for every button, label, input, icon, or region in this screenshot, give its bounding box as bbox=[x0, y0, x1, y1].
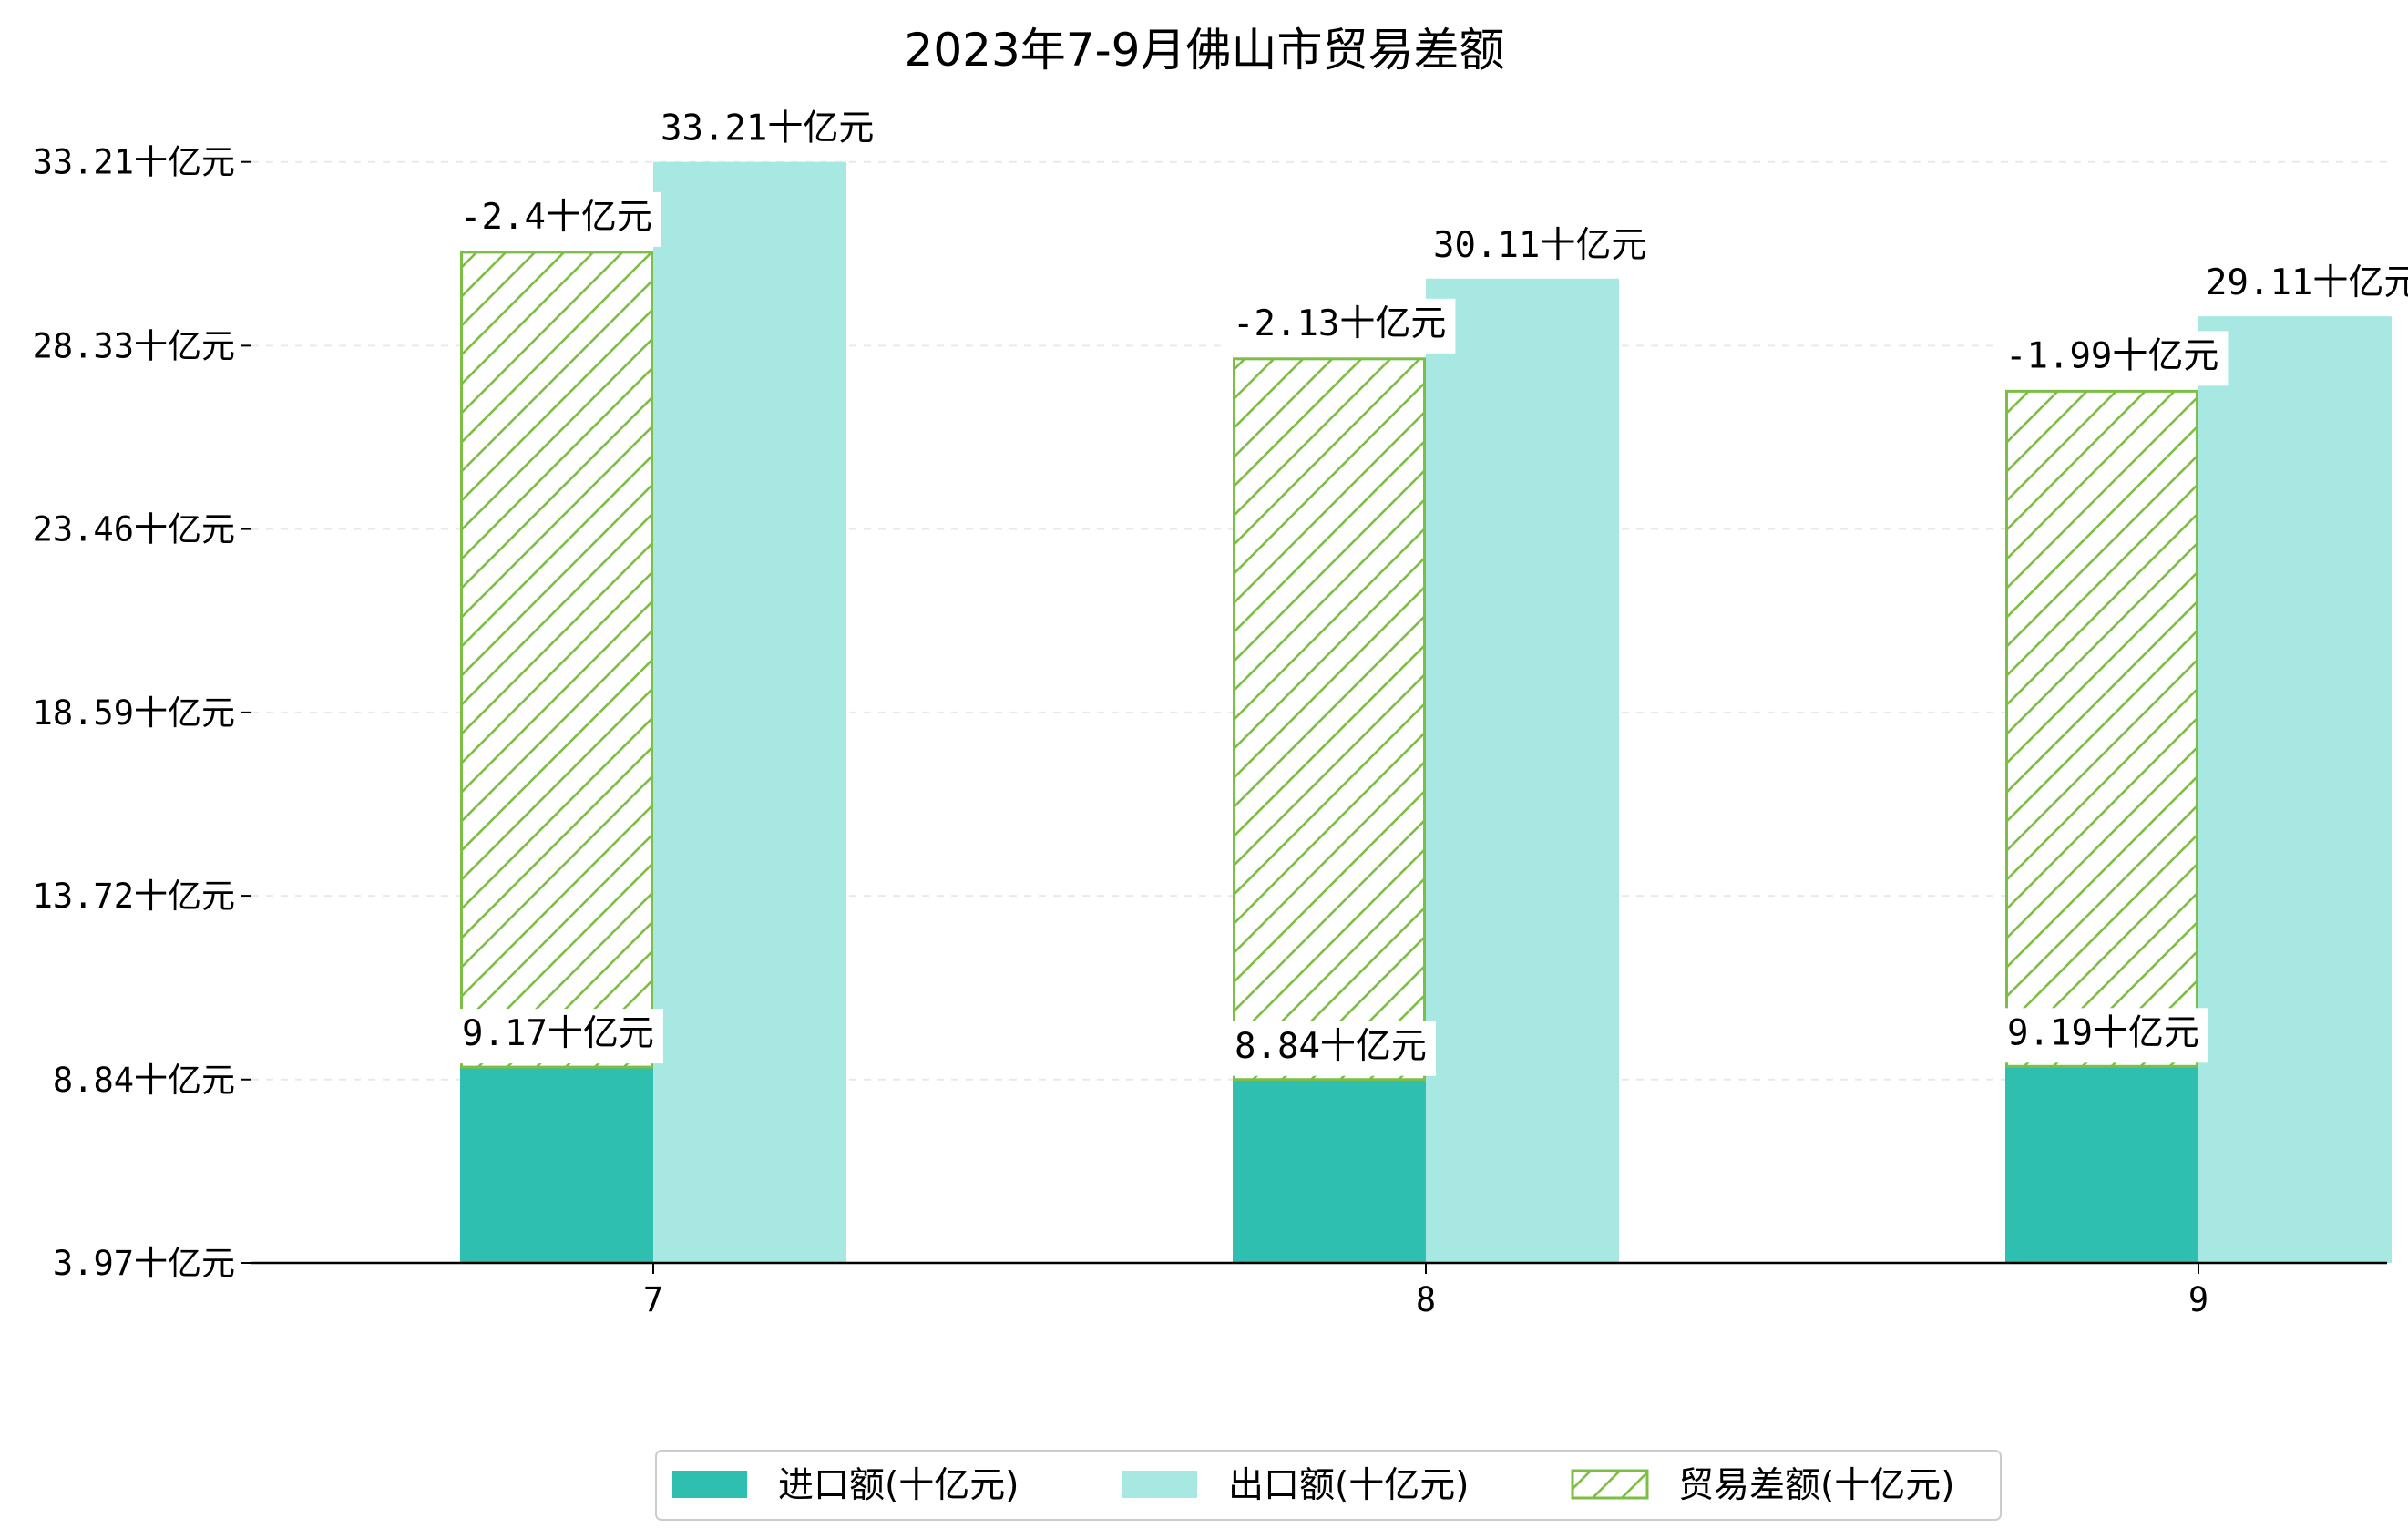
export-value-label: 33.21十亿元 bbox=[661, 108, 874, 149]
legend-swatch bbox=[1122, 1471, 1197, 1498]
export-bar bbox=[653, 161, 846, 1263]
export-value-label-bg bbox=[1426, 220, 1656, 275]
export-value-label-bg bbox=[653, 103, 884, 159]
import-value-label: 9.17十亿元 bbox=[462, 1013, 654, 1054]
trade-balance-bar bbox=[2005, 389, 2198, 1068]
legend-swatch bbox=[1571, 1469, 1649, 1500]
import-value-label: 9.19十亿元 bbox=[2007, 1012, 2199, 1053]
trade-balance-value-label: -2.13十亿元 bbox=[1233, 303, 1446, 344]
x-tick-label: 7 bbox=[643, 1280, 663, 1319]
axes: 3.97十亿元 8.84十亿元 13.72十亿元 18.59十亿元 23.46十亿元 28… bbox=[33, 143, 2387, 1319]
y-tick-label: 28.33十亿元 bbox=[33, 326, 235, 365]
bars bbox=[460, 161, 2392, 1264]
legend-label: 出口额(十亿元) bbox=[1228, 1465, 1469, 1506]
trade-balance-value-label-bg bbox=[1998, 331, 2229, 386]
y-tick-label: 23.46十亿元 bbox=[33, 510, 235, 549]
import-value-label-bg bbox=[2000, 1008, 2208, 1063]
legend-frame bbox=[655, 1450, 2002, 1521]
import-value-label-bg bbox=[455, 1009, 663, 1064]
trade-balance-value-label-bg bbox=[453, 191, 661, 247]
trade-balance-value-label: -2.4十亿元 bbox=[460, 197, 652, 238]
export-bar bbox=[1426, 278, 1619, 1264]
chart-title: 2023年7-9月佛山市贸易差额 bbox=[905, 24, 1505, 77]
import-value-label-bg bbox=[1227, 1021, 1436, 1076]
data-labels: 33.21十亿元 -2.4十亿元 9.17十亿元 30.11十亿元 -2.13十亿元 8.… bbox=[453, 103, 2408, 1076]
export-value-label-bg bbox=[2198, 258, 2408, 313]
x-tick-label: 8 bbox=[1416, 1280, 1436, 1319]
trade-balance-value-label-bg bbox=[1225, 298, 1456, 354]
y-tick-label: 3.97十亿元 bbox=[53, 1244, 235, 1283]
legend-swatch bbox=[672, 1471, 747, 1498]
import-value-label: 8.84十亿元 bbox=[1235, 1026, 1427, 1067]
legend-label: 贸易差额(十亿元) bbox=[1678, 1465, 1954, 1506]
y-tick-label: 8.84十亿元 bbox=[53, 1061, 235, 1100]
export-bar bbox=[2198, 316, 2392, 1263]
trade-balance-bar bbox=[460, 251, 653, 1069]
y-tick-label: 13.72十亿元 bbox=[33, 877, 235, 916]
export-value-label: 30.11十亿元 bbox=[1433, 225, 1646, 266]
trade-balance-value-label: -1.99十亿元 bbox=[2005, 335, 2218, 376]
legend-label: 进口额(十亿元) bbox=[778, 1465, 1019, 1506]
trade-balance-bar bbox=[1233, 357, 1426, 1082]
y-tick-label: 18.59十亿元 bbox=[33, 693, 235, 733]
import-bar bbox=[460, 1067, 653, 1263]
y-tick-label: 33.21十亿元 bbox=[33, 143, 235, 182]
x-tick-label: 9 bbox=[2188, 1280, 2208, 1319]
import-bar bbox=[2005, 1066, 2198, 1263]
import-bar bbox=[1233, 1079, 1426, 1263]
legend: 进口额(十亿元) 出口额(十亿元) 贸易差额(十亿元) bbox=[655, 1450, 2002, 1521]
export-value-label: 29.11十亿元 bbox=[2206, 262, 2408, 303]
